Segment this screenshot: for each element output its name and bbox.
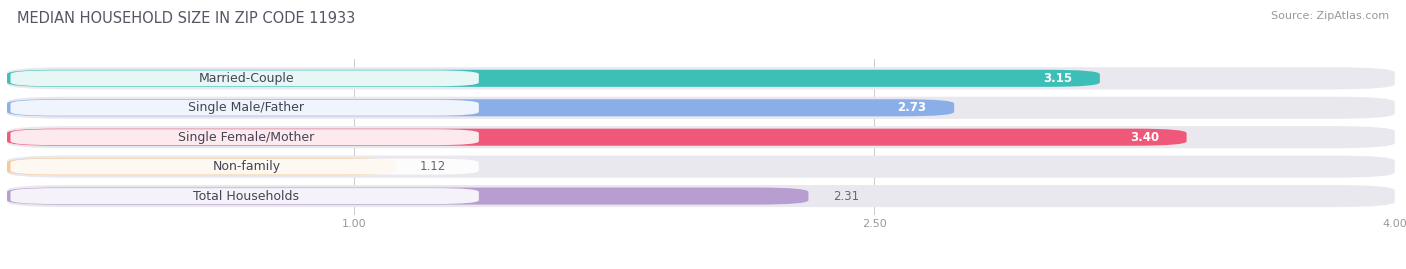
Text: Single Male/Father: Single Male/Father [188,101,305,114]
Text: 2.31: 2.31 [832,190,859,203]
Text: 3.15: 3.15 [1043,72,1073,85]
FancyBboxPatch shape [10,188,479,204]
FancyBboxPatch shape [10,70,479,86]
FancyBboxPatch shape [7,97,1395,119]
FancyBboxPatch shape [7,99,955,116]
Text: Source: ZipAtlas.com: Source: ZipAtlas.com [1271,11,1389,21]
FancyBboxPatch shape [10,100,479,116]
FancyBboxPatch shape [7,155,1395,178]
FancyBboxPatch shape [7,70,1099,87]
FancyBboxPatch shape [7,187,808,205]
FancyBboxPatch shape [7,158,395,175]
Text: Non-family: Non-family [212,160,280,173]
Text: MEDIAN HOUSEHOLD SIZE IN ZIP CODE 11933: MEDIAN HOUSEHOLD SIZE IN ZIP CODE 11933 [17,11,356,26]
FancyBboxPatch shape [7,129,1187,146]
FancyBboxPatch shape [7,126,1395,148]
FancyBboxPatch shape [10,129,479,145]
Text: 2.73: 2.73 [897,101,927,114]
Text: 3.40: 3.40 [1129,131,1159,144]
FancyBboxPatch shape [7,67,1395,89]
Text: Single Female/Mother: Single Female/Mother [179,131,315,144]
Text: 1.12: 1.12 [420,160,446,173]
Text: Married-Couple: Married-Couple [198,72,294,85]
Text: Total Households: Total Households [194,190,299,203]
FancyBboxPatch shape [7,185,1395,207]
FancyBboxPatch shape [10,159,479,175]
